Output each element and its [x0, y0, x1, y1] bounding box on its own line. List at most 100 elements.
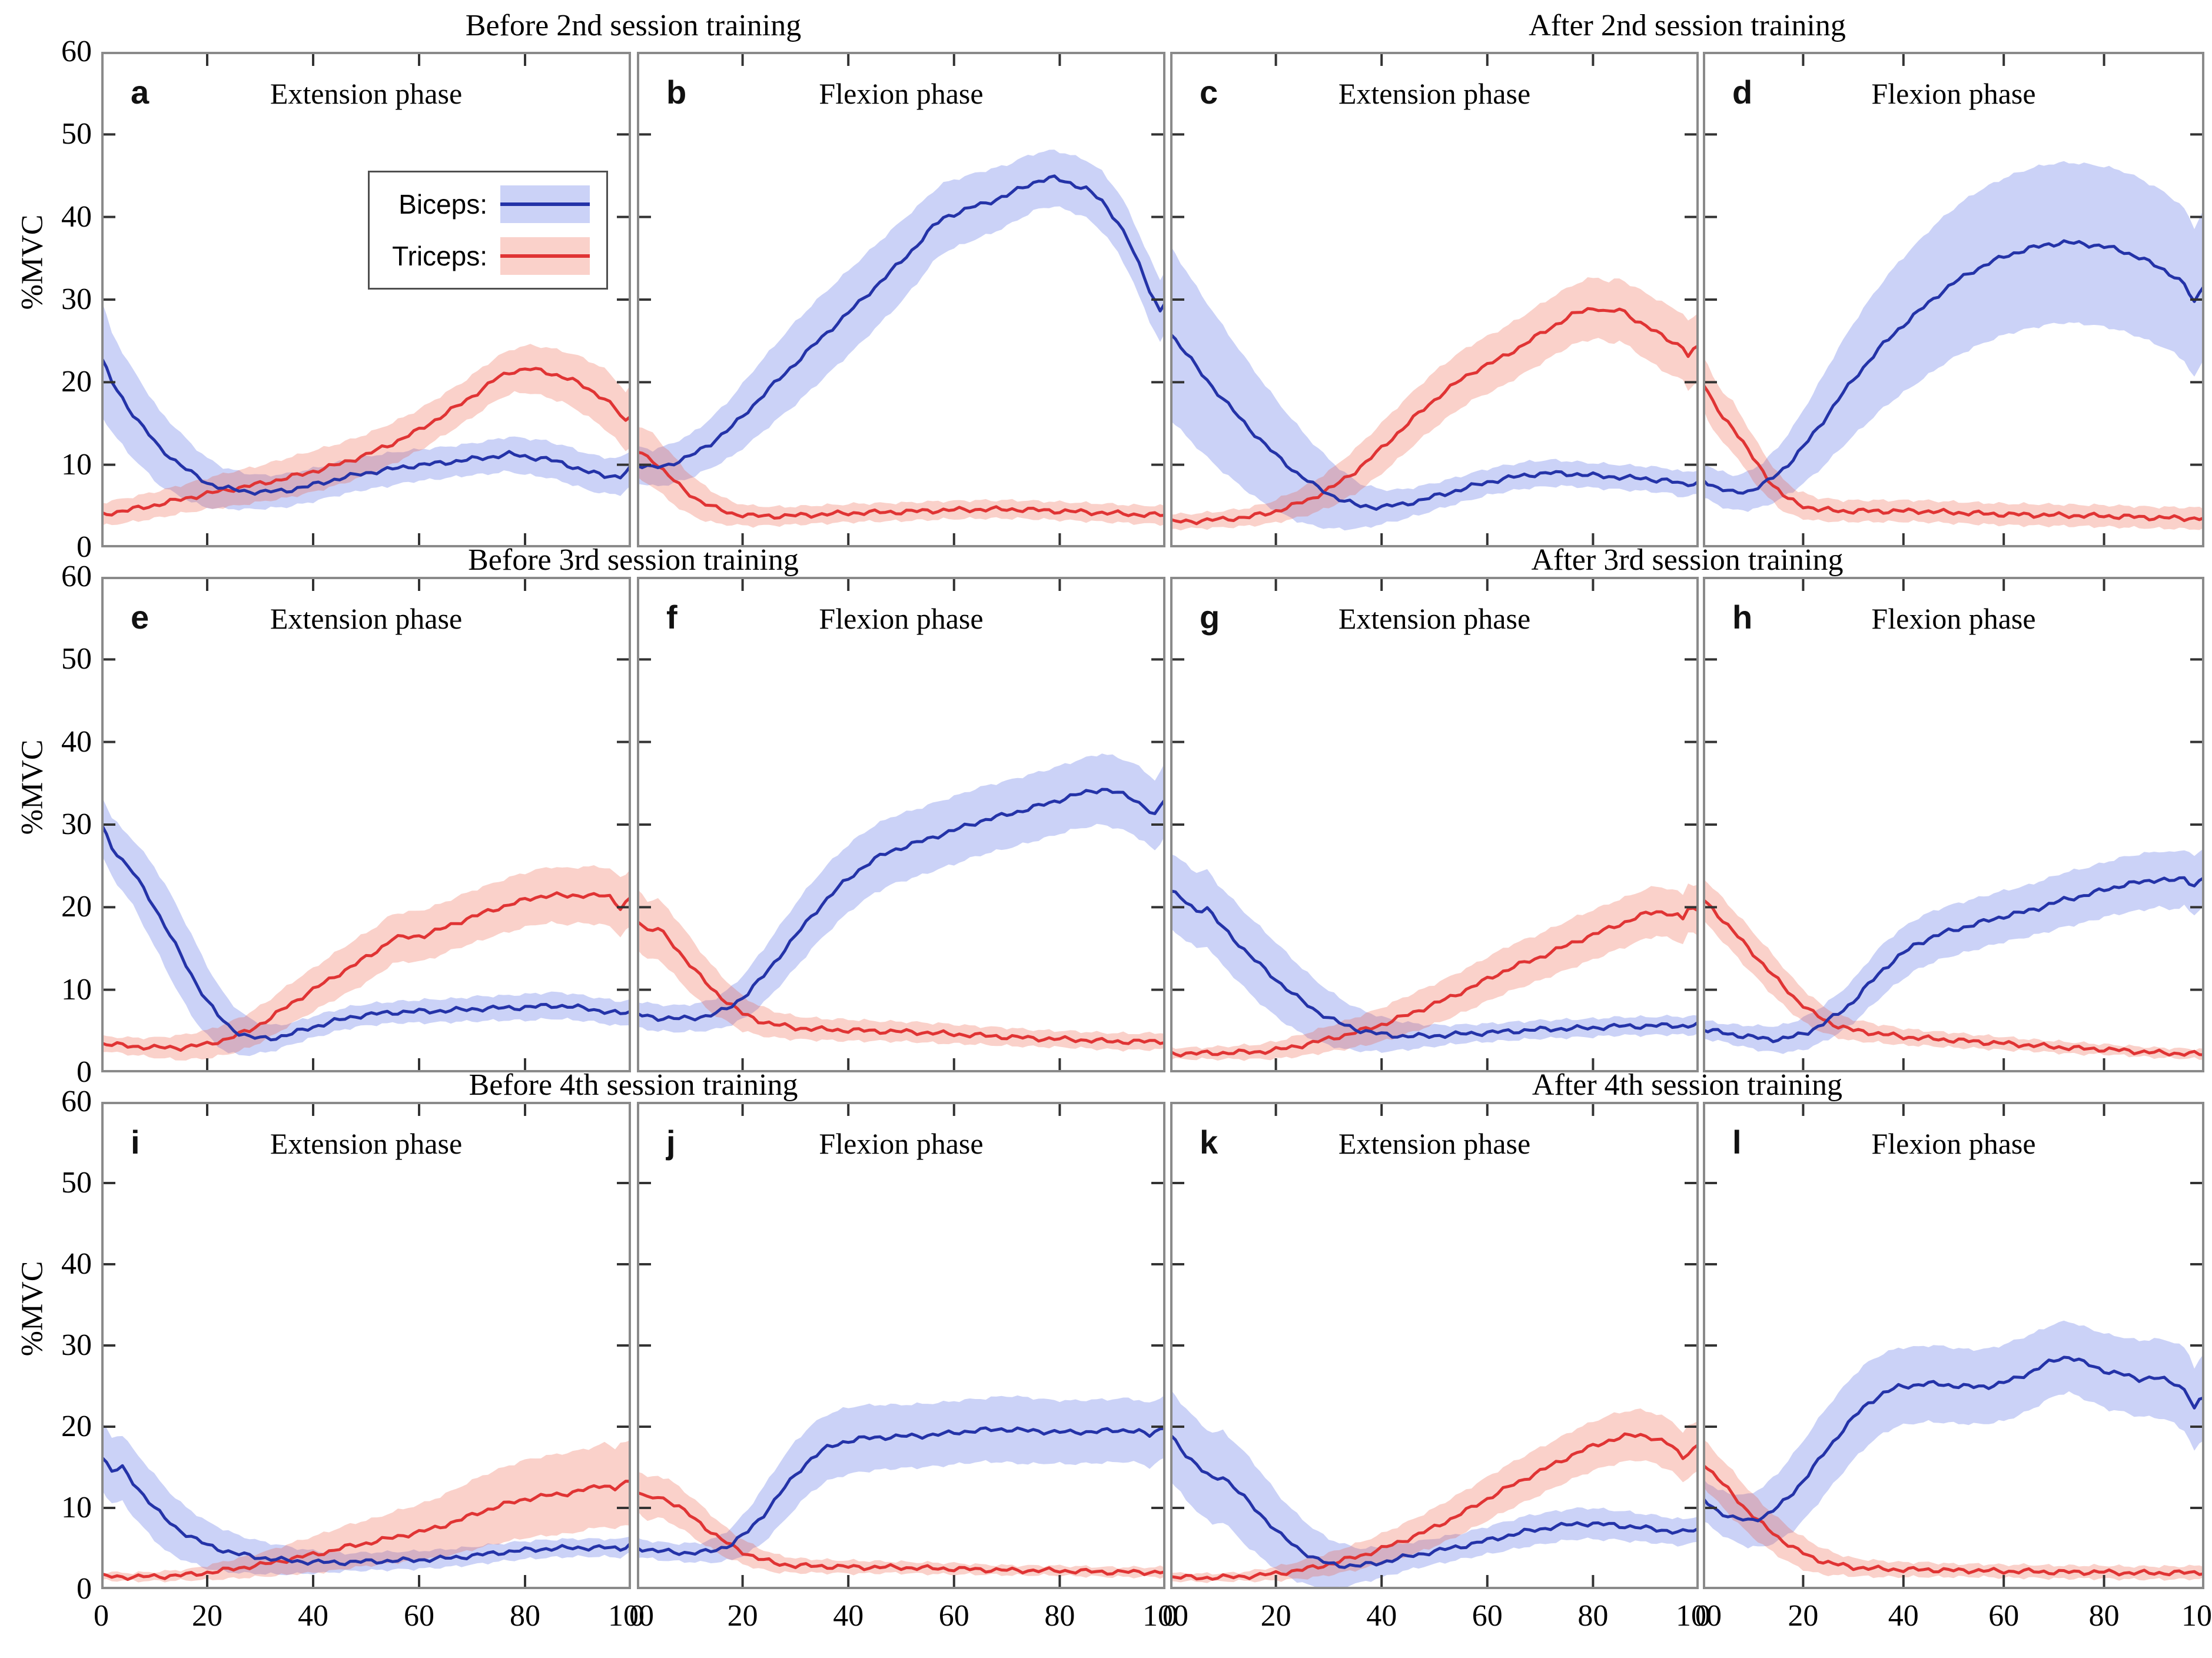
y-tick-label: 40: [61, 725, 92, 759]
panel-letter-k: k: [1200, 1124, 1218, 1161]
y-tick-label: 10: [61, 1491, 92, 1524]
triceps-band: [637, 888, 1165, 1052]
x-tick-label: 100: [608, 1599, 654, 1633]
panel-letter-h: h: [1732, 599, 1753, 636]
x-tick-label: 80: [1044, 1599, 1075, 1633]
biceps-band: [1703, 848, 2204, 1054]
panel-letter-g: g: [1200, 599, 1220, 636]
triceps-line: [637, 920, 1165, 1045]
tick-marks: [1704, 53, 2203, 546]
x-tick-label: 80: [510, 1599, 540, 1633]
panel-frame: [1703, 1102, 2204, 1589]
panel-frame: [101, 1102, 631, 1589]
x-tick-label: 60: [404, 1599, 434, 1633]
panel-k-phase-label: Extension phase: [1338, 1127, 1531, 1160]
panel-l-plot: [1703, 1102, 2204, 1589]
panel-k-plot: [1170, 1102, 1699, 1589]
panel-a-plot: [101, 52, 631, 547]
tick-marks: [1171, 578, 1698, 1071]
biceps-band: [101, 300, 631, 511]
y-tick-label: 0: [77, 1572, 92, 1606]
biceps-line: [101, 357, 631, 496]
x-tick-label: 20: [727, 1599, 758, 1633]
panel-letter-a: a: [131, 74, 150, 111]
x-tick-label: 40: [1366, 1599, 1397, 1633]
tick-marks: [1704, 1103, 2203, 1588]
row3-title-before: Before 4th session training: [469, 1068, 798, 1102]
x-tick-label: 20: [1260, 1599, 1291, 1633]
x-tick-label: 40: [298, 1599, 328, 1633]
triceps-line: [1170, 906, 1699, 1058]
x-tick-label: 60: [938, 1599, 969, 1633]
triceps-band: [637, 1471, 1165, 1579]
row2-title-before: Before 3rd session training: [468, 543, 799, 577]
y-tick-label: 0: [77, 530, 92, 564]
triceps-band: [1170, 883, 1699, 1061]
y-axis-label: %MVC: [15, 1261, 49, 1357]
panel-g-phase-label: Extension phase: [1338, 602, 1531, 635]
panel-letter-c: c: [1200, 74, 1218, 111]
biceps-line: [637, 174, 1165, 470]
y-tick-label: 30: [61, 1328, 92, 1362]
y-tick-label: 20: [61, 1410, 92, 1443]
biceps-band: [1703, 161, 2204, 512]
panel-i-plot: [101, 1102, 631, 1589]
x-tick-label: 20: [1788, 1599, 1819, 1633]
panel-h-plot: [1703, 577, 2204, 1072]
panel-b-phase-label: Flexion phase: [819, 77, 984, 110]
triceps-line: [1703, 1463, 2204, 1577]
row1-title-before: Before 2nd session training: [465, 9, 802, 42]
row3-title-after: After 4th session training: [1532, 1068, 1843, 1102]
legend-row-triceps: Triceps:: [370, 237, 606, 275]
biceps-line: [101, 1456, 631, 1566]
biceps-line: [1170, 1433, 1699, 1569]
triceps-line: [1170, 1432, 1699, 1581]
row2-title-after: After 3rd session training: [1531, 543, 1844, 577]
panel-d-plot: [1703, 52, 2204, 547]
y-tick-label: 20: [61, 890, 92, 924]
biceps-line: [1170, 889, 1699, 1039]
panel-e-plot: [101, 577, 631, 1072]
triceps-line: [1703, 898, 2204, 1057]
biceps-line: [101, 823, 631, 1042]
panel-j-phase-label: Flexion phase: [819, 1127, 984, 1160]
x-tick-label: 100: [2181, 1599, 2212, 1633]
x-tick-label: 60: [1472, 1599, 1503, 1633]
panel-frame: [637, 52, 1165, 547]
panel-frame: [637, 1102, 1165, 1589]
panel-a-phase-label: Extension phase: [270, 77, 463, 110]
triceps-band: [637, 427, 1165, 528]
y-tick-label: 60: [61, 560, 92, 593]
y-tick-label: 20: [61, 365, 92, 399]
x-tick-label: 0: [1695, 1599, 1711, 1633]
tick-marks: [1704, 578, 2203, 1071]
panel-c-phase-label: Extension phase: [1338, 77, 1531, 110]
panel-c-plot: [1170, 52, 1699, 547]
biceps-line: [1703, 239, 2204, 495]
x-tick-label: 100: [1676, 1599, 1722, 1633]
biceps-line: [637, 1426, 1165, 1556]
x-tick-label: 80: [1577, 1599, 1609, 1633]
x-tick-label: 0: [629, 1599, 645, 1633]
panel-letter-j: j: [666, 1124, 676, 1161]
tick-marks: [1171, 53, 1698, 546]
panel-letter-l: l: [1732, 1124, 1742, 1161]
y-tick-label: 50: [61, 642, 92, 676]
triceps-line: [1703, 383, 2204, 523]
y-tick-label: 10: [61, 447, 92, 481]
biceps-band: [1170, 245, 1699, 531]
panel-f-plot: [637, 577, 1165, 1072]
panel-frame: [1170, 1102, 1699, 1589]
y-axis-label: %MVC: [15, 214, 49, 310]
legend: Biceps: Triceps:: [368, 171, 608, 290]
panel-b-plot: [637, 52, 1165, 547]
panel-l-phase-label: Flexion phase: [1871, 1127, 2036, 1160]
y-tick-label: 40: [61, 200, 92, 234]
biceps-band: [1170, 853, 1699, 1053]
triceps-band: [1170, 1408, 1699, 1583]
tick-marks: [102, 578, 630, 1071]
y-tick-label: 60: [61, 1085, 92, 1118]
y-tick-label: 0: [77, 1055, 92, 1089]
triceps-band: [101, 865, 631, 1061]
tick-marks: [1171, 1103, 1698, 1588]
